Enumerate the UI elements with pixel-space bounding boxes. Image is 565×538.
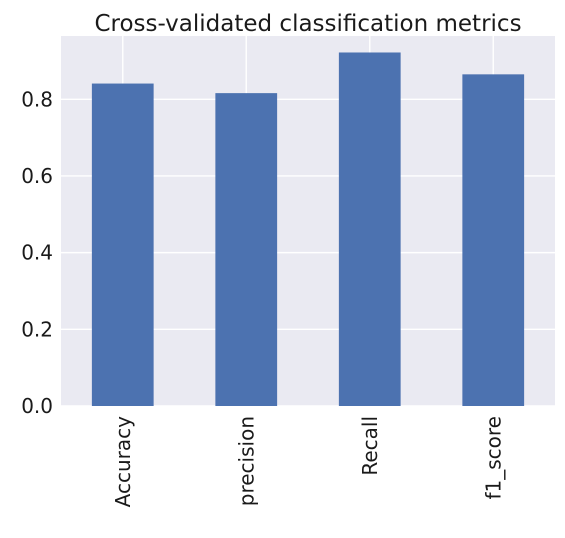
- bar-precision: [215, 93, 278, 407]
- x-tick-label: Recall: [358, 416, 382, 476]
- bar-f1-score: [462, 74, 525, 406]
- x-axis-tick-labels: Accuracy precision Recall f1_score: [111, 416, 506, 507]
- y-tick-label: 0.8: [21, 87, 53, 111]
- y-tick-label: 0.0: [21, 394, 53, 418]
- y-tick-label: 0.4: [21, 241, 53, 265]
- bar-accuracy: [91, 83, 154, 407]
- y-tick-label: 0.2: [21, 317, 53, 341]
- y-tick-label: 0.6: [21, 164, 53, 188]
- bars: [91, 52, 525, 407]
- x-tick-label: precision: [234, 416, 258, 506]
- bar-recall: [338, 52, 401, 406]
- x-tick-label: f1_score: [481, 416, 505, 500]
- x-tick-label: Accuracy: [111, 416, 135, 507]
- chart-title: Cross-validated classification metrics: [94, 11, 521, 37]
- y-axis-tick-labels: 0.0 0.2 0.4 0.6 0.8: [21, 87, 53, 418]
